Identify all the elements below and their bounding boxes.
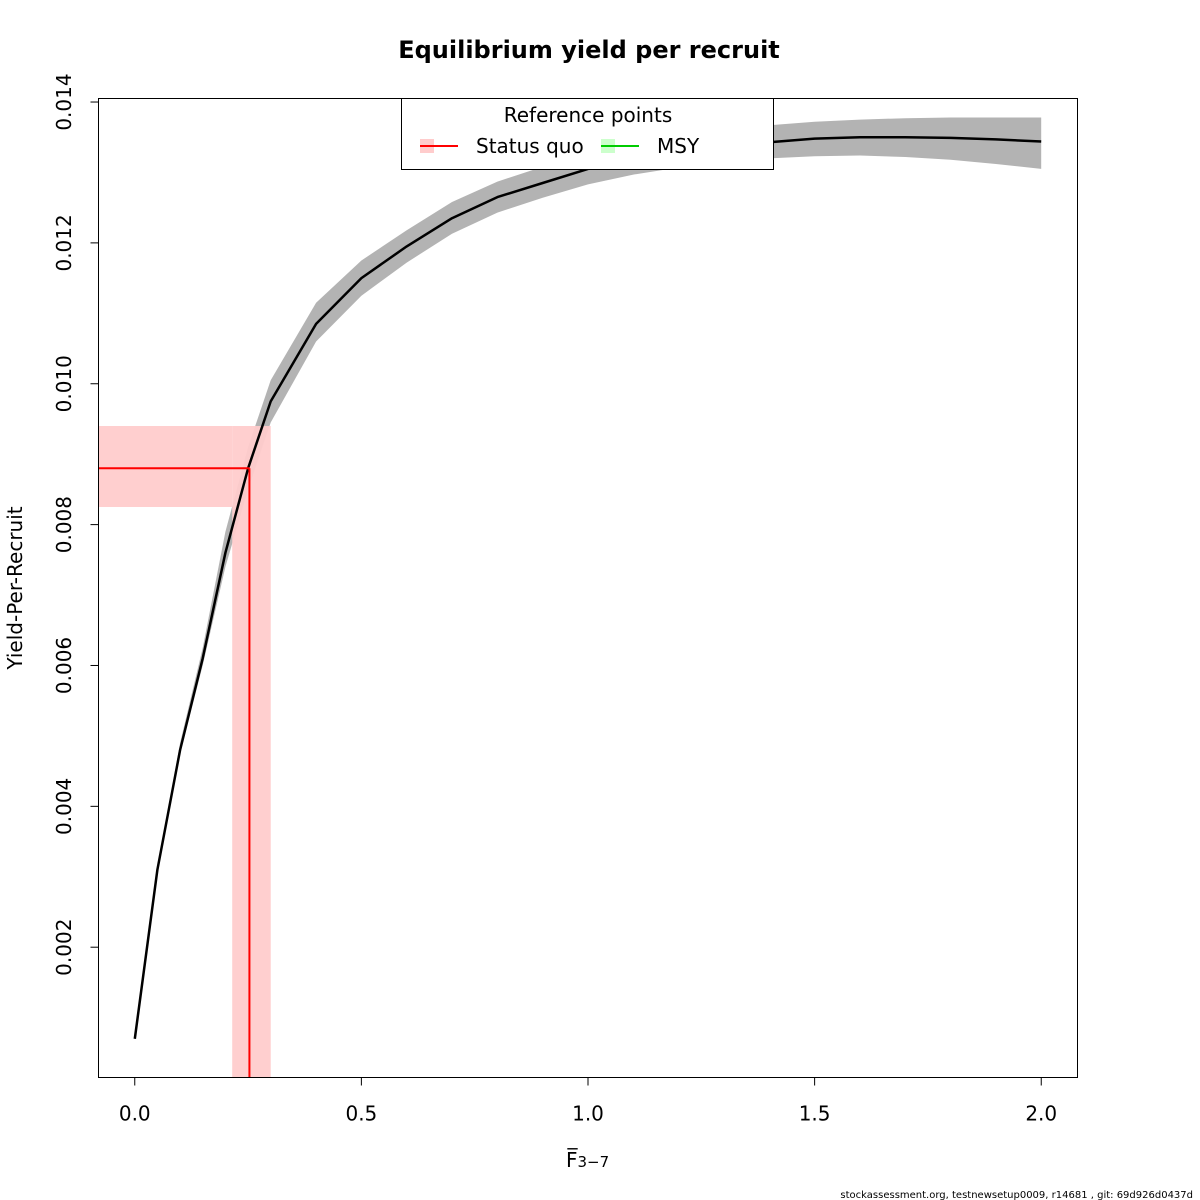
x-axis-label: F̅3−7 [566, 1147, 609, 1172]
x-axis-label-main: F̅ [566, 1147, 579, 1172]
yield-curve-line [133, 135, 1042, 1039]
legend-box [401, 98, 774, 170]
y-tick-label: 0.012 [52, 214, 76, 271]
legend: Reference points Status quo MSY [401, 98, 774, 170]
legend-title: Reference points [504, 103, 673, 127]
y-tick-label: 0.010 [52, 355, 76, 412]
x-axis: 0.0 0.5 1.0 1.5 2.0 [119, 1077, 1057, 1126]
x-tick-label: 2.0 [1025, 1102, 1057, 1126]
y-tick-label: 0.006 [52, 637, 76, 694]
y-axis: 0.002 0.004 0.006 0.008 0.010 0.012 0.014 [52, 73, 99, 976]
y-tick-label: 0.008 [52, 496, 76, 553]
plot-area [98, 117, 1042, 1078]
status-quo-f-band [232, 426, 271, 1078]
x-tick-label: 0.5 [345, 1102, 377, 1126]
x-tick-label: 0.0 [119, 1102, 151, 1126]
legend-msy-label: MSY [657, 134, 700, 158]
y-axis-label: Yield-Per-Recruit [3, 506, 27, 670]
y-tick-label: 0.004 [52, 778, 76, 835]
chart-title: Equilibrium yield per recruit [398, 36, 780, 64]
status-quo-yield-band [98, 426, 233, 508]
x-tick-label: 1.0 [572, 1102, 604, 1126]
yield-confidence-band [157, 117, 1042, 870]
x-axis-label-subscript: 3−7 [578, 1153, 610, 1171]
footer-text: stockassessment.org, testnewsetup0009, r… [840, 1190, 1193, 1200]
x-tick-label: 1.5 [799, 1102, 831, 1126]
legend-status-quo-label: Status quo [476, 134, 584, 158]
y-tick-label: 0.014 [52, 73, 76, 130]
y-tick-label: 0.002 [52, 919, 76, 976]
